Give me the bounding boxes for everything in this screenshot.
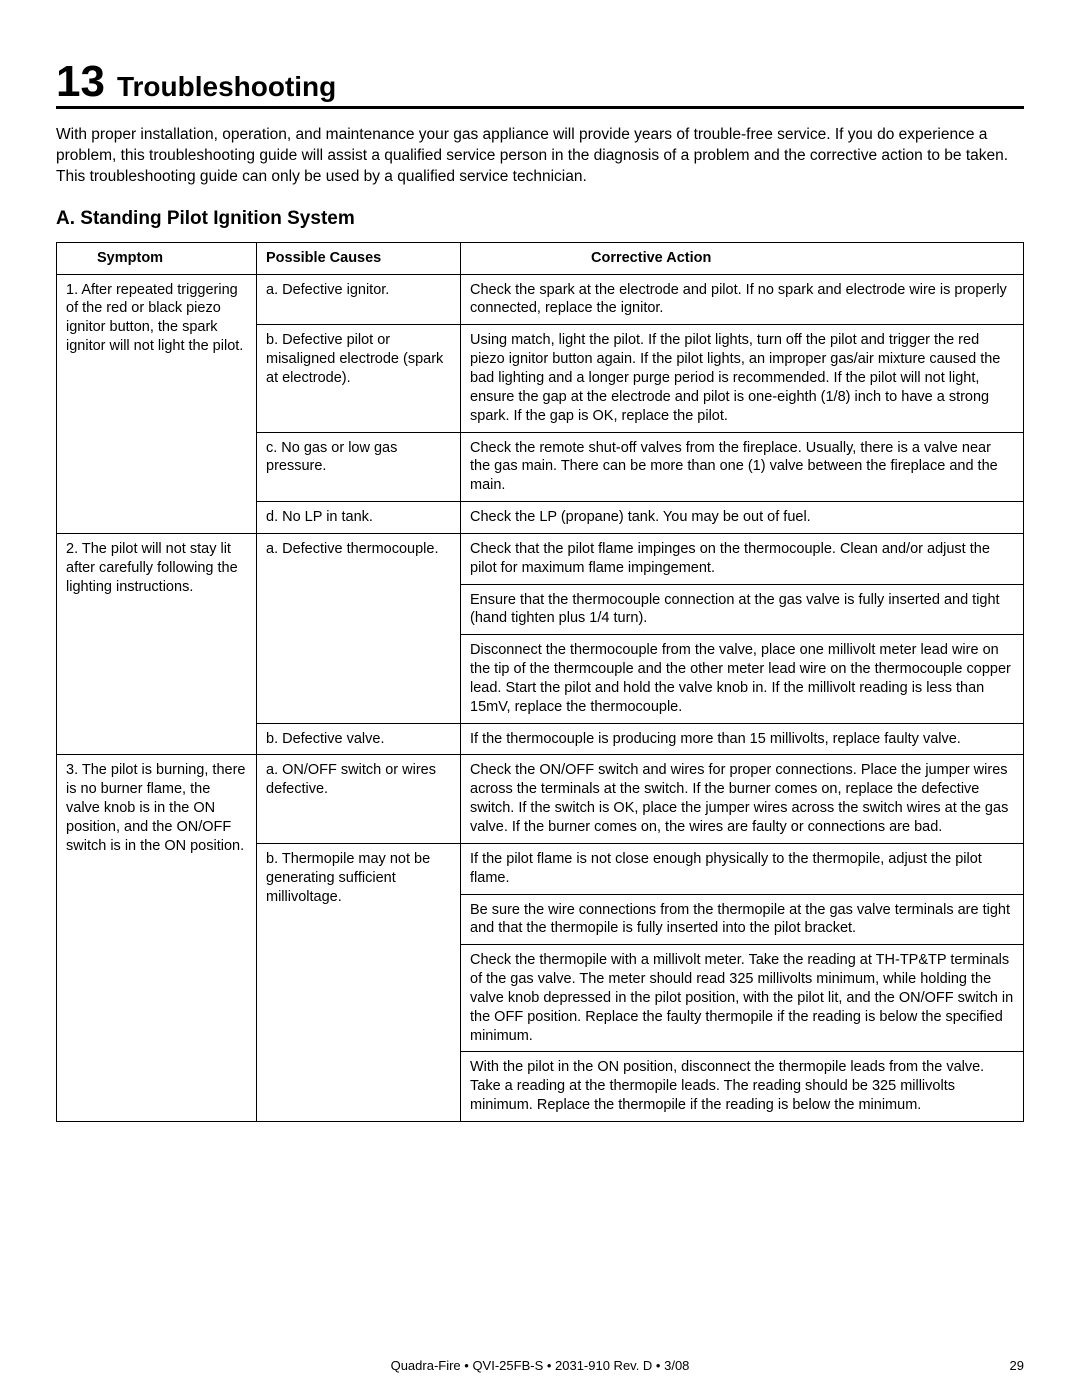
- cell-action: Be sure the wire connections from the th…: [461, 894, 1024, 945]
- header-symptom: Symptom: [57, 242, 257, 274]
- cell-action: Check the remote shut-off valves from th…: [461, 432, 1024, 502]
- cell-action: Check that the pilot ﬂame impinges on th…: [461, 533, 1024, 584]
- cell-symptom: 3. The pilot is burning, there is no bur…: [57, 755, 257, 1122]
- cell-action: Disconnect the thermocouple from the val…: [461, 635, 1024, 723]
- cell-cause: b. Defective valve.: [257, 723, 461, 755]
- page-content: 13 Troubleshooting With proper installat…: [0, 0, 1080, 1162]
- cell-cause: a. Defective thermocouple.: [257, 533, 461, 723]
- table-row: 3. The pilot is burning, there is no bur…: [57, 755, 1024, 843]
- cell-action: Check the thermopile with a millivolt me…: [461, 945, 1024, 1052]
- cell-symptom: 1. After repeated triggering of the red …: [57, 274, 257, 533]
- cell-action: If the pilot ﬂame is not close enough ph…: [461, 843, 1024, 894]
- cell-action: If the thermocouple is producing more th…: [461, 723, 1024, 755]
- cell-cause: b. Thermopile may not be generating sufﬁ…: [257, 843, 461, 1121]
- cell-action: Ensure that the thermocouple connection …: [461, 584, 1024, 635]
- cell-action: With the pilot in the ON position, disco…: [461, 1052, 1024, 1122]
- table-header-row: Symptom Possible Causes Corrective Actio…: [57, 242, 1024, 274]
- cell-cause: a. Defective ignitor.: [257, 274, 461, 325]
- cell-cause: a. ON/OFF switch or wires defective.: [257, 755, 461, 843]
- header-cause: Possible Causes: [257, 242, 461, 274]
- page-footer: Quadra-Fire • QVI-25FB-S • 2031-910 Rev.…: [0, 1358, 1080, 1373]
- table-row: 2. The pilot will not stay lit after car…: [57, 533, 1024, 584]
- subsection-heading: A. Standing Pilot Ignition System: [56, 208, 1024, 230]
- cell-cause: c. No gas or low gas pressure.: [257, 432, 461, 502]
- intro-paragraph: With proper installation, operation, and…: [56, 125, 1024, 188]
- section-title: Troubleshooting: [117, 71, 336, 103]
- cell-action: Check the spark at the electrode and pil…: [461, 274, 1024, 325]
- footer-center-text: Quadra-Fire • QVI-25FB-S • 2031-910 Rev.…: [391, 1358, 690, 1373]
- table-row: 1. After repeated triggering of the red …: [57, 274, 1024, 325]
- section-heading: 13 Troubleshooting: [56, 60, 1024, 109]
- cell-cause: b. Defective pilot or misaligned electro…: [257, 325, 461, 432]
- cell-action: Using match, light the pilot. If the pil…: [461, 325, 1024, 432]
- cell-cause: d. No LP in tank.: [257, 502, 461, 534]
- cell-symptom: 2. The pilot will not stay lit after car…: [57, 533, 257, 755]
- cell-action: Check the ON/OFF switch and wires for pr…: [461, 755, 1024, 843]
- section-number: 13: [56, 60, 105, 104]
- footer-page-number: 29: [1010, 1358, 1024, 1373]
- header-action: Corrective Action: [461, 242, 1024, 274]
- cell-action: Check the LP (propane) tank. You may be …: [461, 502, 1024, 534]
- troubleshooting-table: Symptom Possible Causes Corrective Actio…: [56, 242, 1024, 1122]
